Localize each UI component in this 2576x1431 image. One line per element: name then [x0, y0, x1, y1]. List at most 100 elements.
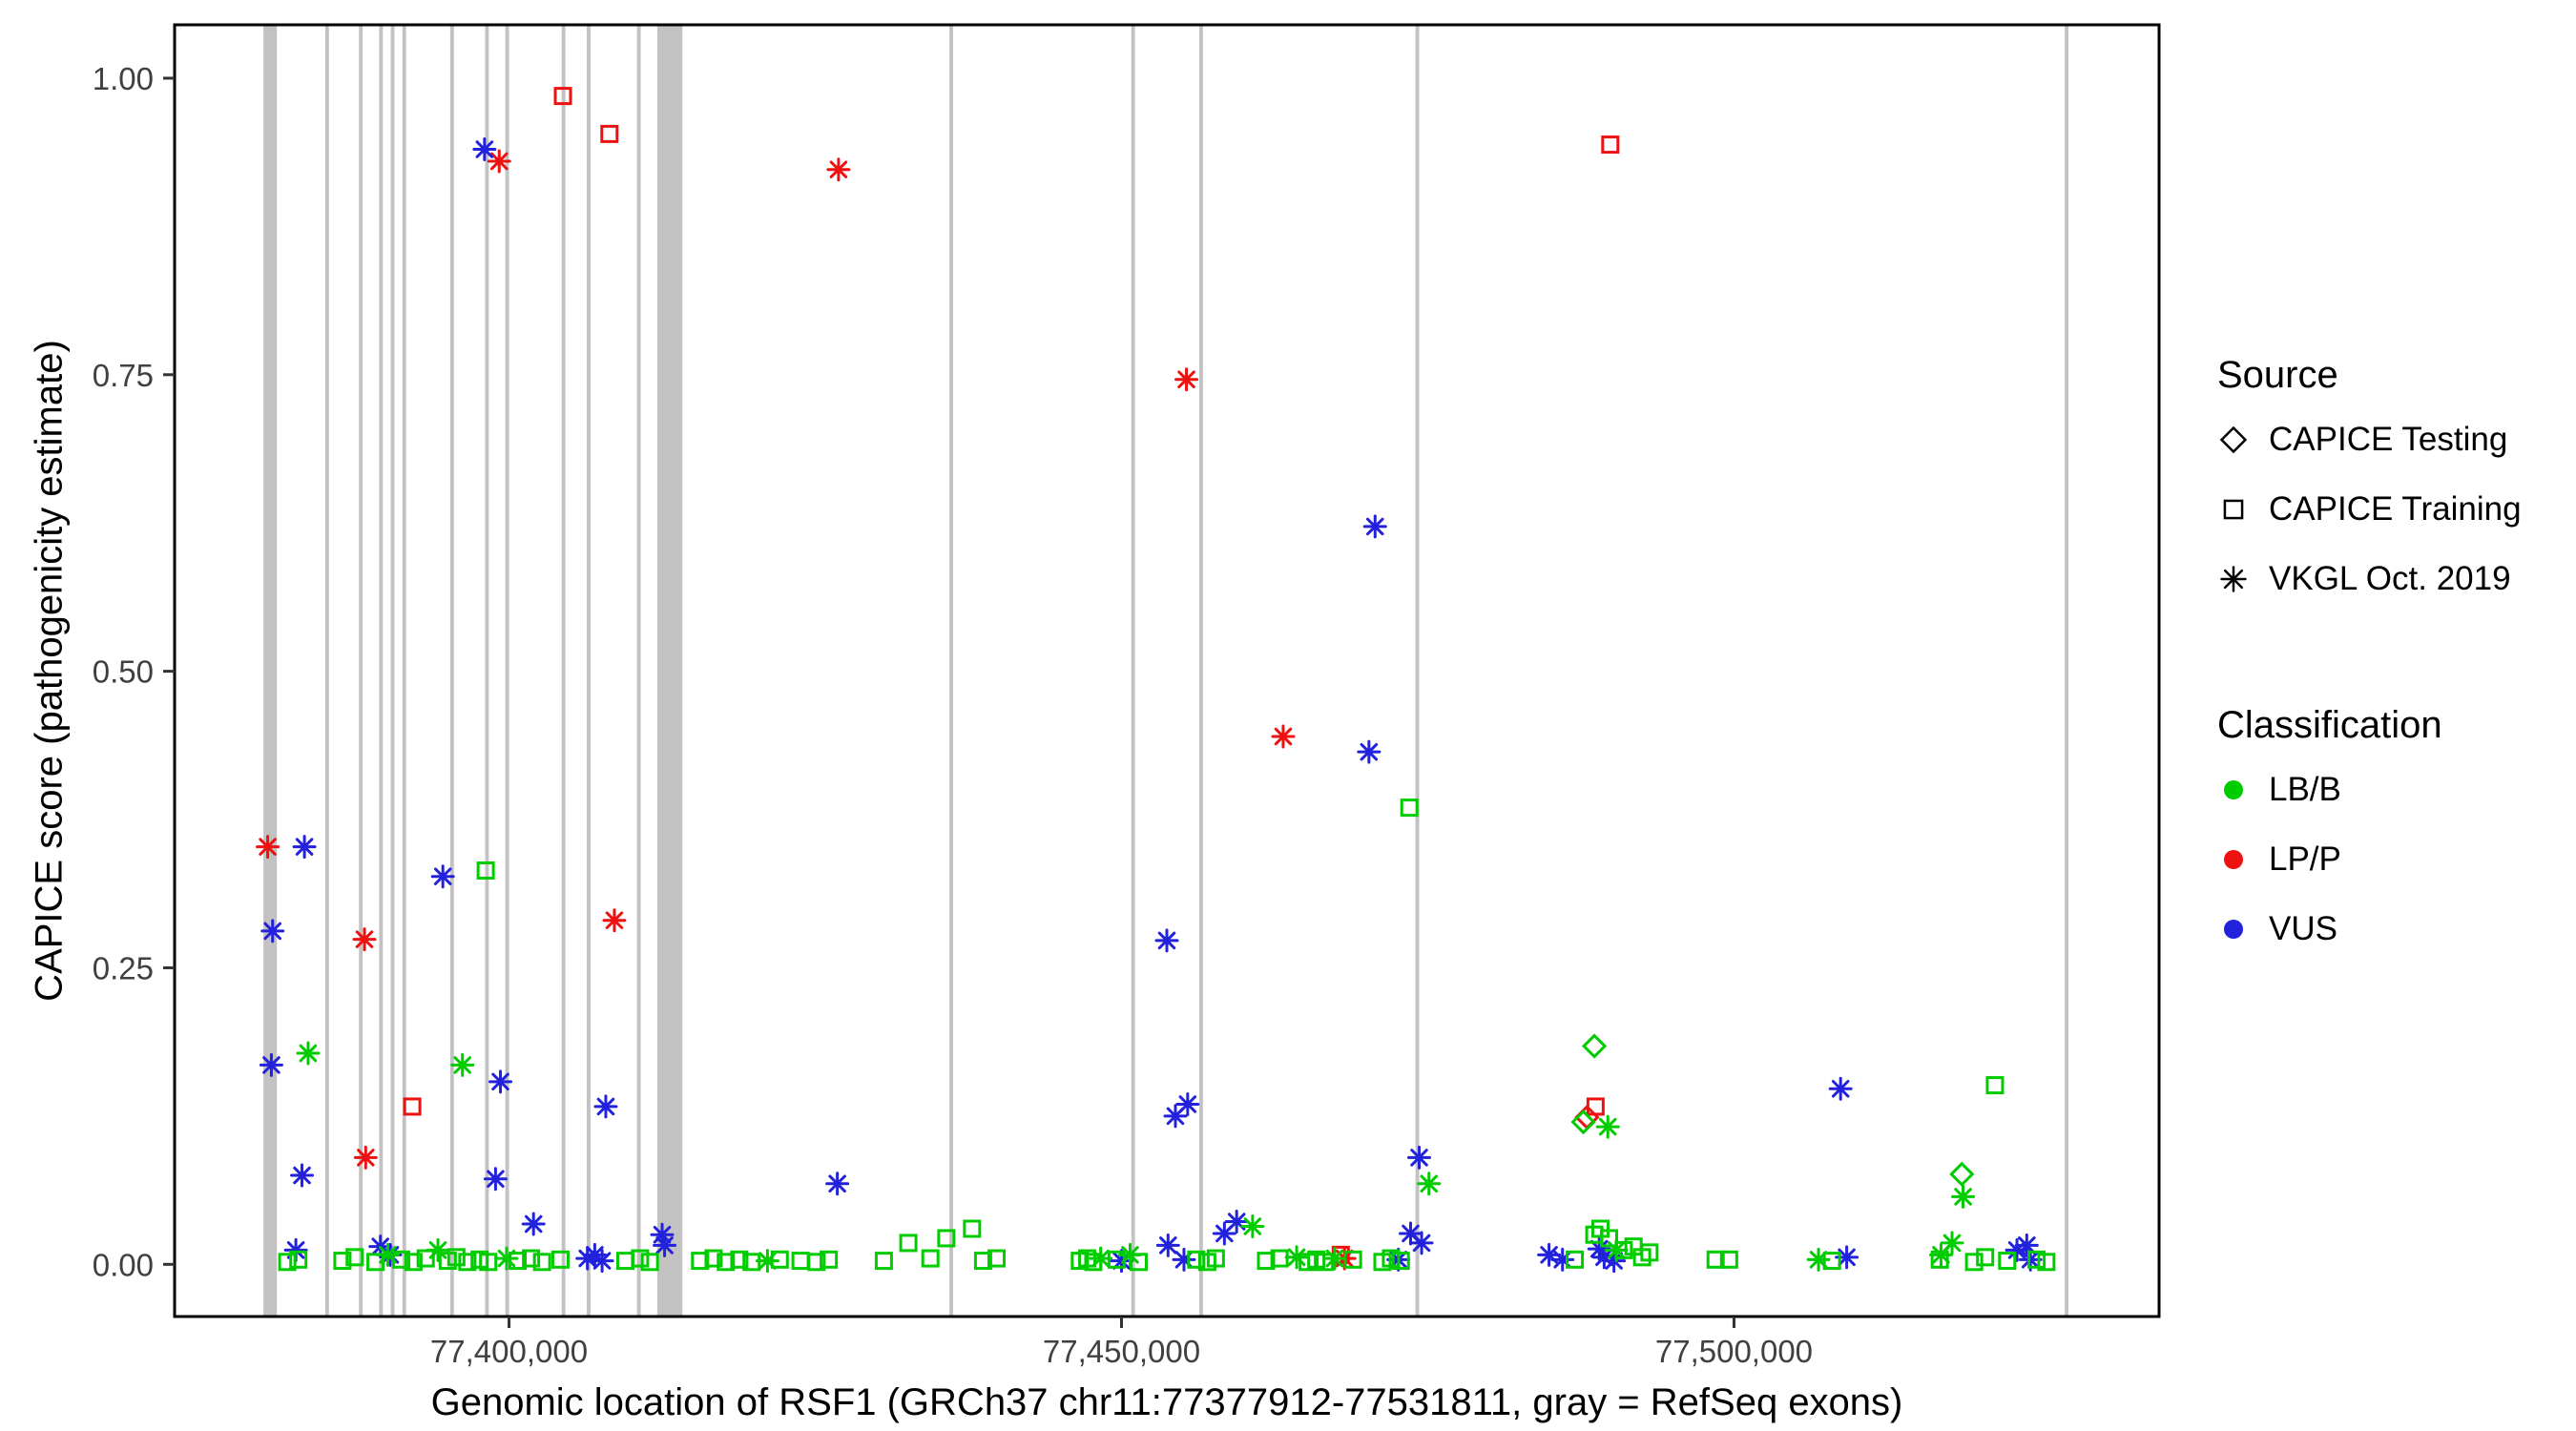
point-training	[1976, 1248, 1995, 1267]
point-training	[640, 1253, 659, 1272]
point-vkgl	[483, 1167, 508, 1192]
point-training	[820, 1250, 839, 1269]
exon-bar	[949, 25, 953, 1317]
point-training	[1257, 1252, 1276, 1271]
point-training	[1964, 1253, 1984, 1272]
x-tick-label: 77,450,000	[1043, 1334, 1200, 1369]
point-training	[522, 1249, 541, 1268]
x-axis-title: Genomic location of RSF1 (GRCh37 chr11:7…	[430, 1381, 1903, 1423]
point-vkgl	[653, 1233, 677, 1257]
point-training	[807, 1253, 826, 1272]
y-axis-title: CAPICE score (pathogenicity estimate)	[28, 340, 71, 1002]
point-vkgl	[450, 1052, 475, 1077]
point-training	[403, 1097, 422, 1116]
legend: Source CAPICE Testing CAPICE Training	[2217, 345, 2561, 964]
point-training	[333, 1252, 352, 1271]
y-tick-label: 0.25	[93, 950, 154, 985]
point-training	[791, 1252, 810, 1271]
point-training	[1640, 1243, 1659, 1262]
exon-bar	[505, 25, 509, 1317]
exon-bar	[324, 25, 329, 1317]
legend-item-capice-training: CAPICE Training	[2217, 474, 2561, 544]
point-vkgl	[1224, 1210, 1249, 1234]
square-icon	[2223, 499, 2244, 519]
point-training	[717, 1253, 736, 1272]
legend-source-title: Source	[2217, 353, 2338, 396]
legend-label-lpp: LP/P	[2269, 840, 2341, 878]
point-vkgl	[825, 1172, 850, 1196]
x-tick-label: 77,500,000	[1655, 1334, 1813, 1369]
point-training	[1822, 1252, 1841, 1271]
point-training	[278, 1253, 297, 1272]
point-vkgl	[1175, 1091, 1200, 1116]
point-vkgl	[259, 1052, 283, 1077]
point-training	[631, 1249, 650, 1268]
point-training	[963, 1219, 982, 1238]
point-training	[1129, 1253, 1148, 1272]
point-training	[987, 1249, 1007, 1268]
point-training	[973, 1252, 992, 1271]
exon-bar	[359, 25, 364, 1317]
exon-bar	[561, 25, 566, 1317]
exon-bar	[587, 25, 591, 1317]
point-training	[921, 1249, 940, 1268]
point-training	[1343, 1250, 1362, 1269]
point-vkgl	[290, 1163, 315, 1188]
point-training	[532, 1253, 551, 1272]
point-training	[1078, 1249, 1097, 1268]
point-vkgl	[1271, 724, 1296, 749]
exon-bar	[402, 25, 406, 1317]
point-vkgl	[1322, 1246, 1347, 1271]
point-training	[553, 87, 572, 106]
point-vkgl	[472, 137, 497, 162]
point-vkgl	[1240, 1214, 1265, 1239]
point-training	[899, 1234, 918, 1253]
point-vkgl	[1406, 1145, 1431, 1170]
point-vkgl	[602, 908, 627, 933]
exon-bar	[1131, 25, 1135, 1317]
point-vkgl	[1357, 739, 1381, 764]
point-training	[345, 1248, 364, 1267]
y-tick-label: 0.75	[93, 358, 154, 393]
point-training	[1600, 1229, 1619, 1248]
point-training	[1316, 1253, 1335, 1272]
point-vkgl	[1284, 1245, 1309, 1270]
point-training	[874, 1252, 893, 1271]
legend-label-capice-training: CAPICE Training	[2269, 489, 2522, 528]
point-vkgl	[1417, 1172, 1442, 1196]
point-vkgl	[1155, 1233, 1180, 1257]
point-training	[1107, 1250, 1126, 1269]
y-tick-label: 1.00	[93, 61, 154, 96]
point-training	[937, 1229, 956, 1248]
point-training	[509, 1252, 528, 1271]
point-vkgl	[296, 1041, 321, 1066]
point-training	[2037, 1253, 2056, 1272]
point-training	[600, 124, 619, 143]
point-training	[366, 1253, 385, 1272]
exon-bar	[390, 25, 395, 1317]
point-training	[1270, 1249, 1289, 1268]
exon-bar	[1199, 25, 1203, 1317]
point-training	[479, 1253, 498, 1272]
point-vkgl	[353, 1145, 378, 1170]
green-dot-icon	[2224, 779, 2243, 799]
exon-bar	[379, 25, 384, 1317]
point-training	[416, 1249, 435, 1268]
legend-item-vus: VUS	[2217, 894, 2561, 964]
point-training	[1614, 1240, 1633, 1259]
exon-bar	[449, 25, 454, 1317]
red-dot-icon	[2224, 849, 2243, 869]
point-training	[1719, 1250, 1738, 1269]
point-vkgl	[1828, 1076, 1853, 1101]
point-vkgl	[826, 157, 851, 182]
point-vkgl	[494, 1246, 519, 1271]
legend-item-lbb: LB/B	[2217, 755, 2561, 824]
point-vkgl	[1174, 367, 1199, 392]
point-testing	[1581, 1033, 1608, 1059]
legend-label-vus: VUS	[2269, 909, 2337, 947]
point-training	[1985, 1076, 2005, 1095]
point-training	[1930, 1250, 1949, 1269]
point-vkgl	[488, 1069, 513, 1094]
